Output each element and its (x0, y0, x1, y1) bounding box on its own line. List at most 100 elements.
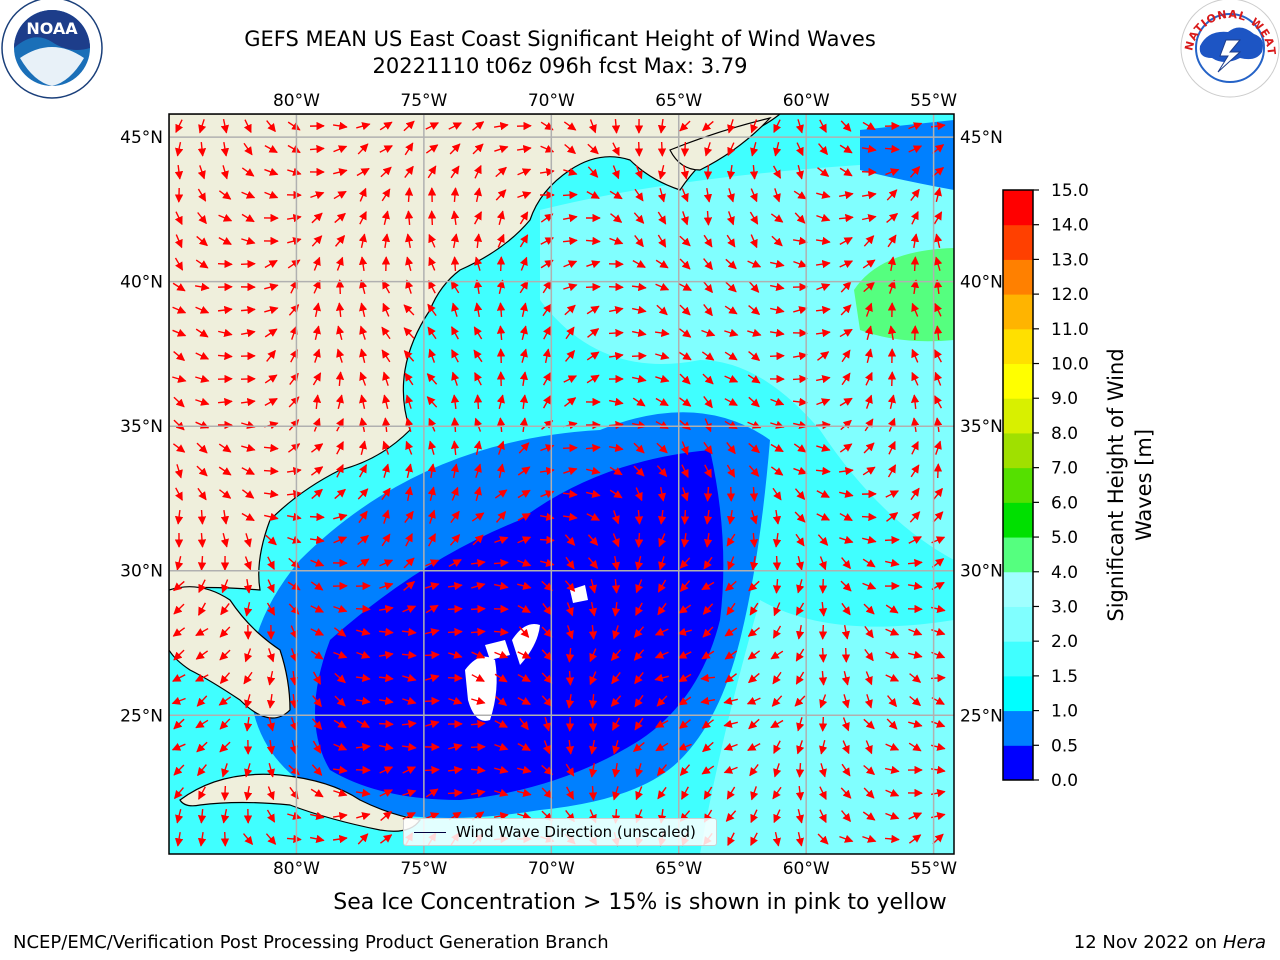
wave-direction-arrow (519, 211, 529, 225)
wave-direction-arrow (586, 466, 601, 475)
wave-direction-arrow (887, 417, 896, 432)
wave-direction-arrow (911, 302, 920, 317)
wave-direction-arrow (816, 375, 831, 384)
wave-direction-arrow (795, 556, 804, 571)
lon-tick-label-top: 60°W (783, 91, 830, 111)
wave-direction-arrow (588, 716, 598, 732)
wave-direction-arrow (447, 673, 463, 683)
colorbar-tick-label: 0.0 (1051, 771, 1078, 791)
legend-label: Wind Wave Direction (unscaled) (456, 823, 696, 841)
wave-direction-arrow (704, 464, 712, 478)
wave-direction-arrow (195, 259, 209, 269)
wave-direction-arrow (818, 809, 827, 824)
wave-zone-0m (315, 450, 724, 800)
wave-direction-arrow (634, 235, 644, 248)
wave-direction-arrow (378, 742, 394, 752)
wave-direction-arrow (220, 165, 229, 180)
wave-direction-arrow (793, 466, 808, 475)
colorbar-title-line2: Waves [m] (1132, 429, 1156, 541)
lat-tick-label-right: 25°N (960, 706, 1003, 726)
wave-direction-arrow (381, 233, 391, 249)
wave-direction-arrow (609, 306, 624, 315)
wave-direction-arrow (655, 259, 669, 269)
wave-direction-arrow (220, 119, 229, 134)
wave-direction-arrow (748, 465, 760, 477)
wave-direction-arrow (724, 627, 738, 637)
wave-direction-arrow (378, 650, 394, 660)
wave-direction-arrow (219, 649, 231, 661)
wave-direction-arrow (864, 325, 873, 340)
wave-direction-arrow (634, 532, 644, 548)
lat-tick-label-left: 45°N (120, 128, 163, 148)
wave-direction-arrow (172, 674, 186, 682)
wave-direction-arrow (862, 259, 876, 269)
wave-direction-arrow (470, 558, 486, 568)
wave-direction-arrow (772, 578, 782, 594)
wave-direction-arrow (655, 351, 670, 360)
wave-direction-arrow (243, 119, 252, 134)
wave-direction-arrow (910, 440, 919, 455)
wave-direction-arrow (726, 464, 736, 478)
wave-direction-arrow (885, 811, 900, 820)
wave-direction-arrow (447, 604, 463, 614)
wave-direction-arrow (725, 281, 737, 293)
wave-direction-arrow (586, 260, 601, 269)
wave-direction-arrow (312, 695, 322, 708)
wave-direction-arrow (263, 466, 279, 476)
wave-direction-arrow (175, 487, 183, 501)
wave-direction-arrow (218, 237, 232, 245)
wave-direction-arrow (563, 121, 577, 131)
wave-direction-arrow (655, 420, 669, 430)
wave-direction-arrow (864, 418, 874, 432)
wave-direction-arrow (332, 834, 348, 844)
wave-direction-arrow (450, 440, 460, 456)
wave-direction-arrow (633, 626, 645, 638)
wave-direction-arrow (885, 765, 900, 774)
wave-direction-arrow (770, 650, 784, 660)
wave-direction-arrow (310, 558, 325, 567)
colorbar-segment (1003, 432, 1033, 469)
colorbar-segment (1003, 571, 1033, 607)
wave-direction-arrow (887, 325, 897, 341)
wave-direction-arrow (357, 534, 370, 546)
wave-direction-arrow (494, 788, 509, 797)
wave-direction-arrow (219, 718, 231, 730)
wave-direction-arrow (472, 121, 485, 131)
wave-direction-arrow (841, 349, 851, 363)
wave-direction-arrow (907, 558, 923, 568)
wave-direction-arrow (175, 142, 184, 157)
wave-direction-arrow (471, 582, 486, 591)
wave-direction-arrow (611, 510, 620, 525)
colorbar-tick-label: 4.0 (1051, 563, 1078, 583)
wave-direction-arrow (840, 304, 852, 316)
wave-direction-arrow (496, 279, 505, 294)
wave-direction-arrow (772, 532, 782, 548)
wave-direction-arrow (402, 673, 417, 682)
chart-subtitle: 20221110 t06z 096h fcst Max: 3.79 (372, 54, 748, 78)
wave-direction-arrow (473, 349, 483, 363)
wave-direction-arrow (586, 351, 600, 361)
wave-direction-arrow (289, 325, 298, 340)
wave-direction-arrow (473, 164, 482, 179)
wave-direction-arrow (266, 739, 276, 755)
wave-direction-arrow (885, 673, 900, 682)
wave-direction-arrow (887, 394, 896, 409)
wave-direction-arrow (610, 695, 622, 707)
wave-direction-arrow (703, 556, 713, 570)
wave-direction-arrow (197, 532, 207, 548)
wave-direction-arrow (563, 283, 578, 292)
wave-direction-arrow (287, 237, 302, 246)
wave-direction-arrow (655, 397, 669, 407)
wave-direction-arrow (266, 809, 276, 823)
wave-direction-arrow (635, 786, 644, 801)
wave-direction-arrow (701, 719, 714, 729)
wave-direction-arrow (839, 167, 853, 177)
wave-direction-arrow (428, 280, 436, 294)
lat-tick-label-right: 35°N (960, 417, 1003, 437)
wave-direction-arrow (772, 509, 782, 525)
wave-direction-arrow (772, 625, 782, 639)
wave-direction-arrow (401, 627, 417, 637)
wave-direction-arrow (749, 164, 759, 180)
wave-direction-arrow (819, 119, 827, 133)
wave-direction-arrow (404, 142, 414, 156)
